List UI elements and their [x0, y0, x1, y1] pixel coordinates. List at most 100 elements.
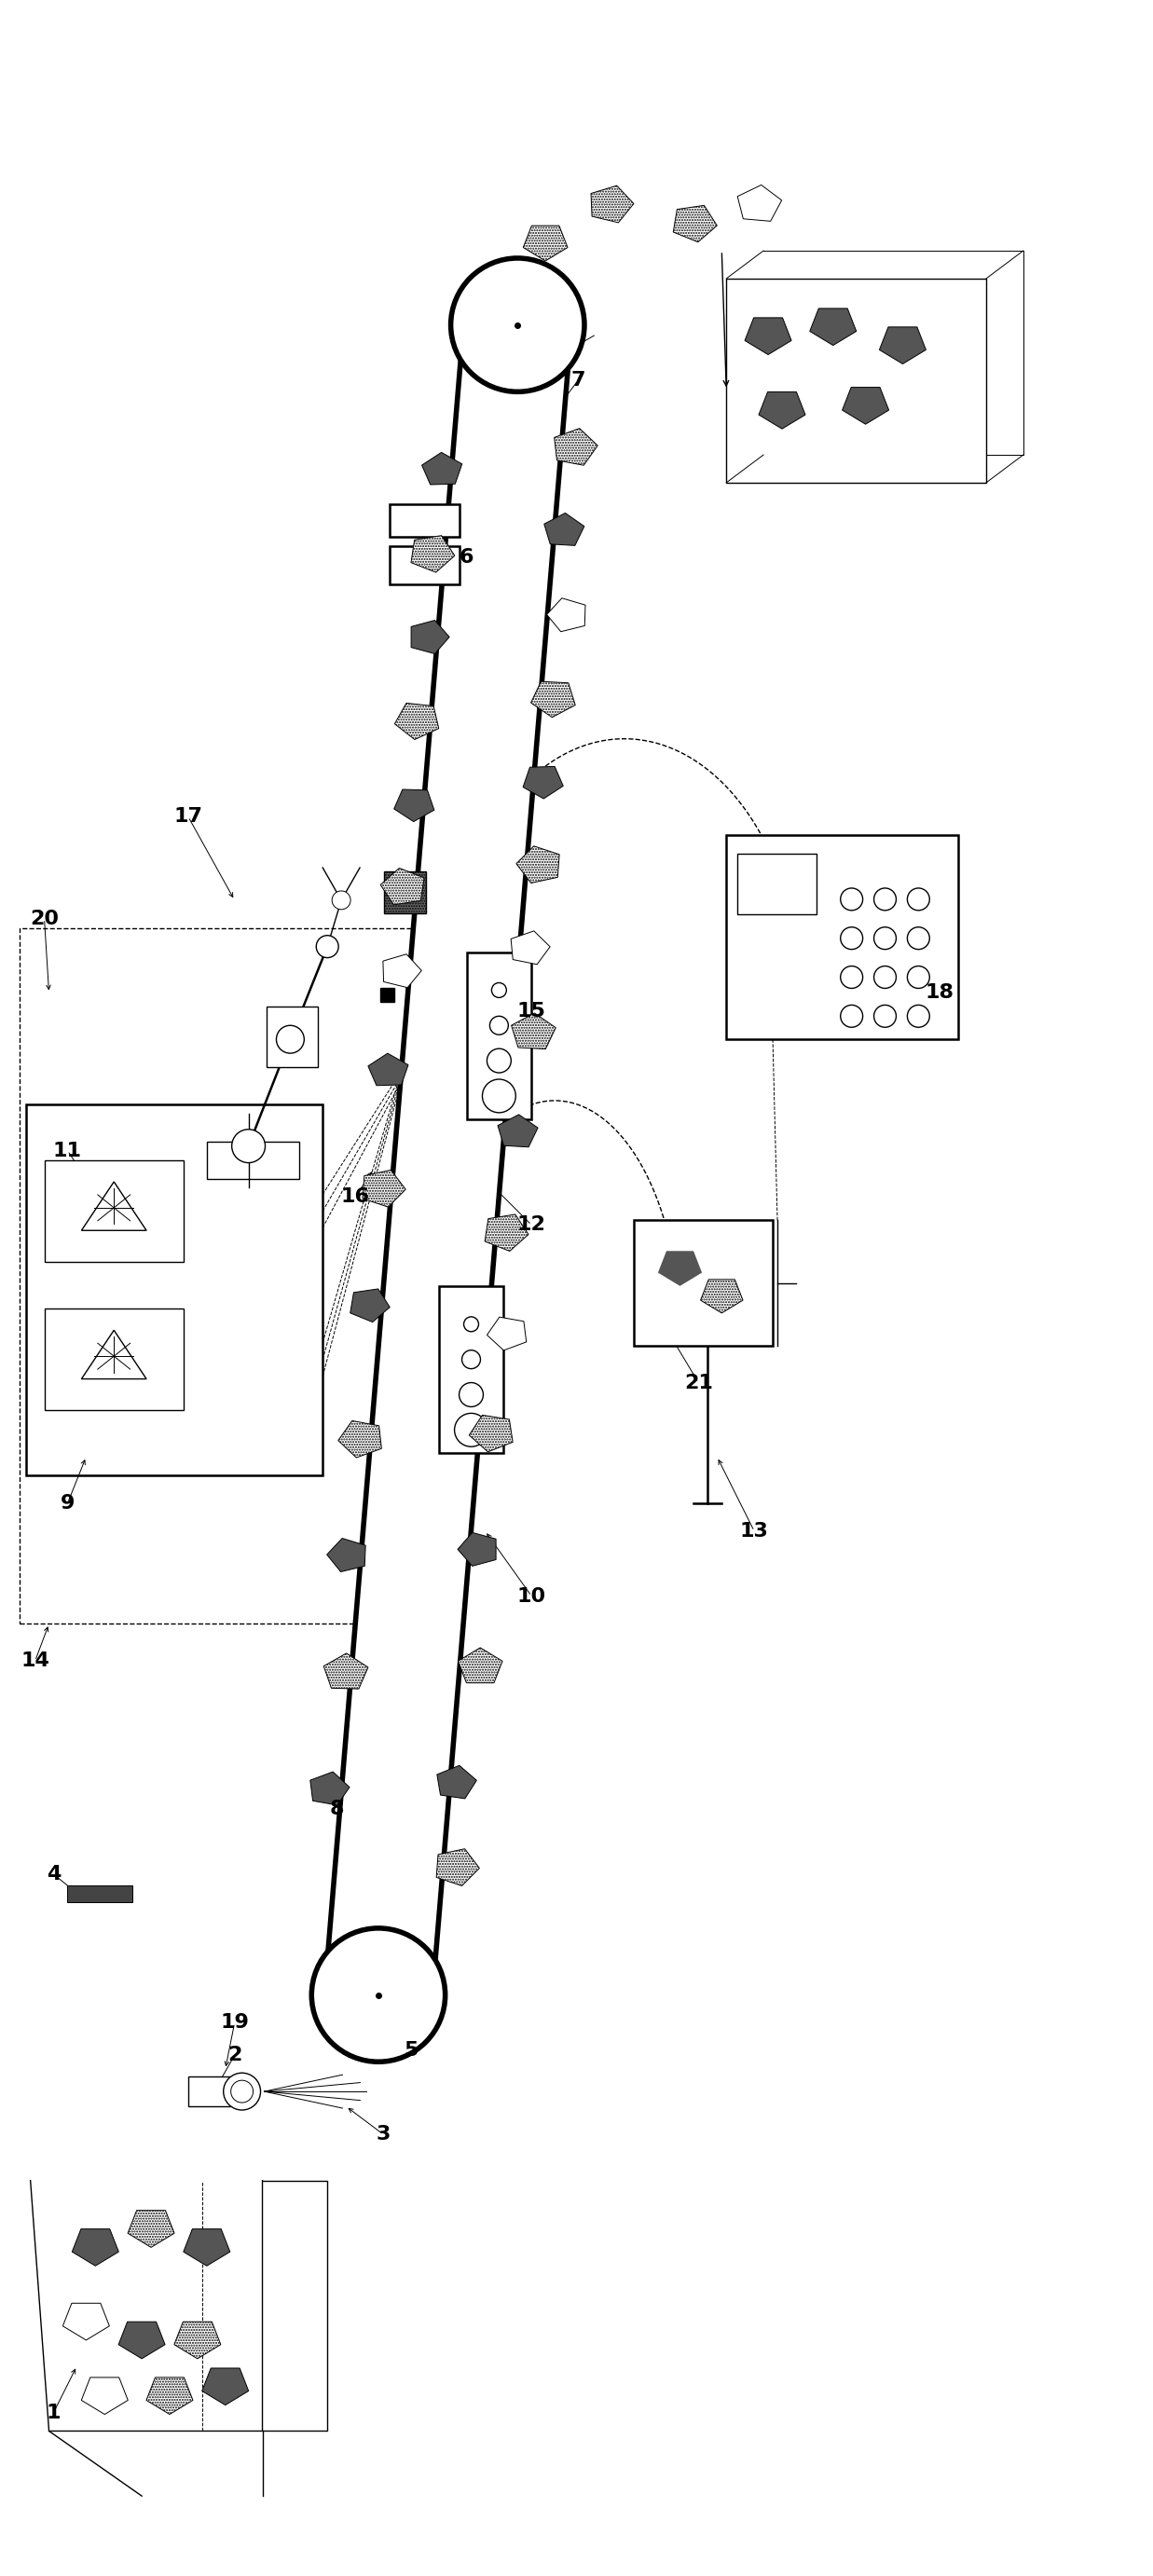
- Circle shape: [841, 889, 862, 909]
- Polygon shape: [338, 1422, 382, 1458]
- Circle shape: [332, 891, 351, 909]
- Polygon shape: [380, 868, 424, 904]
- Polygon shape: [368, 1054, 408, 1084]
- Bar: [390, 546, 459, 585]
- Circle shape: [232, 1128, 265, 1162]
- Polygon shape: [351, 1288, 390, 1321]
- Polygon shape: [511, 930, 550, 963]
- Text: 8: 8: [330, 1801, 344, 1819]
- Circle shape: [874, 889, 896, 909]
- Text: 5: 5: [404, 2040, 419, 2061]
- Polygon shape: [745, 317, 791, 355]
- Polygon shape: [183, 2228, 231, 2267]
- Bar: [267, 1007, 318, 1066]
- Circle shape: [907, 966, 929, 989]
- Text: 17: 17: [174, 806, 203, 827]
- Circle shape: [459, 1383, 483, 1406]
- Circle shape: [451, 258, 585, 392]
- Bar: [68, 1886, 133, 1901]
- Bar: [384, 871, 425, 912]
- Polygon shape: [437, 1765, 476, 1798]
- Circle shape: [224, 2074, 261, 2110]
- Polygon shape: [511, 1012, 556, 1048]
- Circle shape: [487, 1048, 511, 1072]
- Polygon shape: [310, 1772, 349, 1806]
- Circle shape: [874, 1005, 896, 1028]
- Polygon shape: [383, 953, 422, 987]
- Polygon shape: [458, 1533, 496, 1566]
- Text: 16: 16: [341, 1188, 370, 1206]
- Circle shape: [874, 927, 896, 951]
- Bar: [20, 927, 437, 1623]
- Polygon shape: [809, 309, 857, 345]
- Text: 3: 3: [376, 2125, 390, 2143]
- Bar: [44, 1159, 183, 1262]
- Circle shape: [454, 1414, 488, 1448]
- Polygon shape: [146, 2378, 193, 2414]
- Circle shape: [907, 889, 929, 909]
- Polygon shape: [658, 1252, 701, 1285]
- Bar: [726, 835, 958, 1038]
- Text: 9: 9: [60, 1494, 75, 1512]
- Polygon shape: [673, 206, 717, 242]
- Circle shape: [277, 1025, 304, 1054]
- Polygon shape: [325, 319, 571, 1999]
- Polygon shape: [517, 845, 559, 884]
- Circle shape: [462, 1350, 481, 1368]
- Polygon shape: [498, 1115, 538, 1146]
- Text: 6: 6: [459, 549, 474, 567]
- Polygon shape: [530, 683, 575, 716]
- Circle shape: [841, 966, 862, 989]
- Text: 18: 18: [926, 984, 955, 1002]
- Polygon shape: [119, 2321, 165, 2360]
- Circle shape: [464, 1316, 478, 1332]
- Text: 11: 11: [53, 1141, 82, 1159]
- Polygon shape: [202, 2367, 249, 2406]
- Text: 20: 20: [30, 909, 59, 927]
- Polygon shape: [487, 1316, 527, 1350]
- Polygon shape: [436, 1850, 480, 1886]
- Polygon shape: [544, 513, 585, 546]
- Bar: [380, 989, 394, 1002]
- Circle shape: [311, 1929, 445, 2061]
- Bar: [390, 505, 459, 536]
- Polygon shape: [410, 536, 454, 572]
- Bar: [44, 1309, 183, 1412]
- Circle shape: [841, 1005, 862, 1028]
- Polygon shape: [82, 1329, 146, 1378]
- Polygon shape: [523, 227, 567, 260]
- Text: 12: 12: [517, 1216, 545, 1234]
- Text: 4: 4: [46, 1865, 61, 1883]
- Bar: [206, 1141, 300, 1177]
- Polygon shape: [484, 1213, 528, 1252]
- Polygon shape: [412, 621, 450, 654]
- Polygon shape: [326, 1538, 366, 1571]
- Polygon shape: [591, 185, 634, 222]
- Circle shape: [482, 1079, 515, 1113]
- Polygon shape: [82, 1182, 146, 1231]
- Bar: [738, 853, 816, 914]
- Bar: [726, 278, 986, 482]
- Polygon shape: [422, 453, 462, 484]
- Bar: [188, 2076, 229, 2107]
- Circle shape: [907, 1005, 929, 1028]
- Bar: [633, 1221, 773, 1345]
- Polygon shape: [174, 2321, 220, 2360]
- Polygon shape: [547, 598, 586, 631]
- Circle shape: [316, 935, 339, 958]
- Polygon shape: [62, 2303, 110, 2339]
- Bar: [467, 953, 532, 1118]
- Polygon shape: [324, 1654, 368, 1690]
- Circle shape: [874, 966, 896, 989]
- Polygon shape: [82, 2378, 128, 2414]
- Polygon shape: [555, 428, 597, 466]
- Bar: [438, 1285, 504, 1453]
- Polygon shape: [128, 2210, 174, 2246]
- Polygon shape: [394, 788, 435, 822]
- Circle shape: [231, 2081, 254, 2102]
- Polygon shape: [880, 327, 926, 363]
- Text: 15: 15: [517, 1002, 545, 1020]
- Text: 14: 14: [21, 1651, 50, 1669]
- Polygon shape: [73, 2228, 119, 2267]
- Text: 7: 7: [571, 371, 585, 389]
